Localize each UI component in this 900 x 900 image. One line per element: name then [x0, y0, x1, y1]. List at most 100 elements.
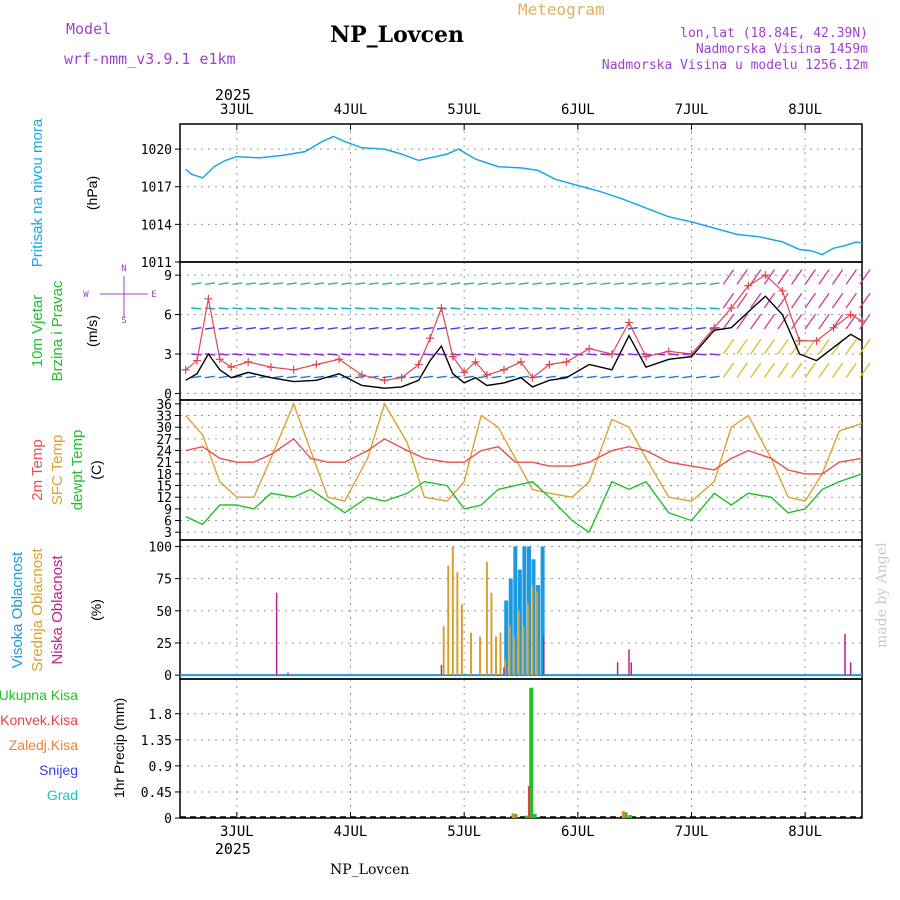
wind-arrow [600, 326, 611, 330]
wind-arrow [395, 282, 406, 286]
wind-max-marker [244, 357, 253, 366]
model-elevation-text: Nadmorska Visina u modelu 1256.12m [601, 58, 868, 73]
wind-max-marker [812, 336, 821, 345]
wind-arrow [477, 326, 488, 330]
wind-arrow [395, 307, 406, 310]
wind-unit: (m/s) [84, 315, 100, 347]
y-tick-label: 1.8 [149, 708, 172, 723]
cloud-bar-mid [504, 659, 507, 676]
temp2m-line [185, 437, 863, 475]
wind-arrow [627, 282, 638, 286]
wind-arrow [232, 353, 243, 356]
year-label-top: 2025 [215, 86, 251, 104]
wind-arrow [273, 326, 284, 330]
cloud-bar-mid [499, 632, 502, 676]
wind-max-marker [858, 317, 866, 326]
wind-arrow [750, 338, 762, 355]
wind-arrow [491, 326, 502, 330]
wind-arrow [354, 353, 366, 356]
wind-arrow [191, 307, 202, 310]
y-tick-label: 24 [156, 445, 172, 460]
x-tick-label-bottom: 6JUL [561, 824, 595, 840]
wind-arrow [409, 375, 420, 379]
x-tick-label-top: 7JUL [675, 102, 709, 118]
y-tick-label: 9 [164, 503, 172, 518]
wind-arrow [218, 326, 229, 330]
wind-arrow [423, 326, 434, 330]
x-tick-label-top: 8JUL [788, 102, 822, 118]
wind-arrow [395, 326, 406, 330]
y-tick-label: 1011 [141, 256, 172, 271]
wind-arrow [682, 282, 693, 286]
y-tick-label: 33 [156, 410, 172, 425]
elevation-text: Nadmorska Visina 1459m [695, 42, 868, 57]
cloud-ylabel-2: Srednja Oblacnost [29, 547, 46, 671]
page-title: NP_Lovcen [330, 22, 464, 48]
wind-arrow [395, 353, 406, 356]
cloud-bar-low [440, 664, 443, 676]
wind-arrow [191, 375, 202, 379]
wind-arrow [736, 313, 748, 330]
wind-max-marker [460, 368, 469, 377]
y-tick-label: 30 [156, 421, 172, 436]
x-tick-label-top: 3JUL [220, 102, 254, 118]
wind-arrow [368, 353, 379, 356]
precip-legend-item: Konvek.Kisa [0, 712, 78, 728]
wind-max-marker [482, 371, 491, 380]
wind-arrow [763, 362, 776, 379]
wind-arrow [300, 282, 311, 286]
cloud-ylabel-1: Visoka Oblacnost [9, 551, 26, 668]
wind-arrow [423, 353, 434, 356]
wind-arrow [722, 313, 735, 330]
wind-arrow [382, 282, 393, 286]
wind-arrow [245, 353, 256, 356]
y-tick-label: 9 [164, 269, 172, 284]
wind-arrow [504, 375, 516, 379]
cloud-bar-mid [490, 592, 493, 676]
wind-arrow [450, 375, 461, 379]
sfc-temp-line [185, 401, 863, 502]
wind-arrow [259, 282, 270, 286]
wind-arrow [368, 326, 379, 330]
wind-arrow [545, 326, 557, 330]
wind-max-marker [193, 356, 202, 365]
wind-arrow [845, 269, 857, 285]
cloud-bar-high [513, 546, 518, 676]
cloud-bar-mid [456, 572, 459, 676]
wind-arrow [722, 338, 735, 355]
wind-arrow [573, 375, 584, 379]
wind-arrow [627, 326, 638, 330]
wind-arrow [818, 292, 830, 309]
cloud-bar-high [522, 546, 527, 676]
wind-arrow [477, 375, 488, 379]
cloud-bar-high [517, 569, 522, 676]
wind-arrow [300, 375, 311, 379]
dewpt-line [185, 473, 863, 534]
cloud-bar-high [504, 600, 509, 676]
precip-bar [527, 786, 530, 818]
wind-arrow [804, 338, 817, 355]
wind-arrow [273, 307, 284, 310]
pressure-unit: (hPa) [84, 176, 100, 210]
wind-arrow [245, 375, 256, 379]
cloud-bar-mid [494, 636, 497, 676]
wind-max-marker [266, 363, 275, 372]
cloud-bar-mid [522, 626, 525, 676]
wind-arrow [545, 375, 557, 379]
wind-arrow [286, 353, 297, 356]
wind-arrow [409, 282, 420, 286]
wind-max-marker [778, 286, 787, 295]
wind-arrow [559, 353, 570, 356]
wind-arrow [627, 375, 638, 379]
x-tick-label-top: 5JUL [447, 102, 481, 118]
wind-arrow [695, 307, 707, 310]
wind-arrow [341, 282, 352, 286]
wind-arrow [614, 326, 625, 330]
x-tick-label-bottom: 7JUL [675, 824, 709, 840]
cloud-bar-mid [526, 603, 529, 676]
wind-arrow [586, 353, 597, 356]
wind-max-marker [607, 350, 616, 358]
wind-arrow [354, 326, 366, 330]
wind-arrow [491, 375, 502, 379]
